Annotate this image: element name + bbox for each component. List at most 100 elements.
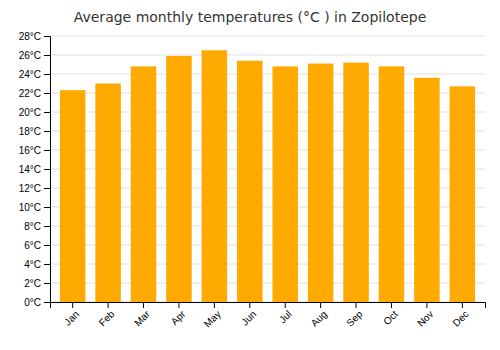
tick-mark	[44, 226, 50, 227]
grid-line	[50, 36, 485, 37]
tick-label: 2°C	[24, 278, 41, 289]
tick: 12°C	[19, 183, 50, 194]
tick: Jan	[62, 302, 81, 328]
tick-label: 12°C	[19, 183, 41, 194]
tick-mark	[426, 302, 427, 308]
tick-label: Jul	[277, 308, 294, 325]
bar	[131, 66, 157, 302]
tick-label: 8°C	[24, 221, 41, 232]
tick-label: Sep	[344, 308, 365, 329]
x-axis: Jan Feb Mar Apr May Jun Jul Aug Sep Oct Nov Dec	[51, 302, 486, 330]
tick-mark	[214, 302, 215, 308]
tick-mark	[285, 302, 286, 308]
tick-mark	[44, 150, 50, 151]
tick-mark	[44, 112, 50, 113]
tick: 4°C	[24, 259, 50, 270]
bar	[414, 78, 440, 302]
grid	[50, 36, 485, 302]
tick-label: 26°C	[19, 50, 41, 61]
tick-mark	[44, 302, 50, 303]
tick-mark	[249, 302, 250, 308]
tick-mark	[391, 302, 392, 308]
tick-label: 0°C	[24, 297, 41, 308]
tick-label: Jun	[239, 308, 258, 327]
tick: 14°C	[19, 164, 50, 175]
axis-line	[44, 37, 51, 303]
tick: Feb	[97, 302, 117, 328]
bar	[308, 64, 334, 302]
tick: 26°C	[19, 50, 50, 61]
chart: Average monthly temperatures (°C ) in Zo…	[0, 0, 500, 350]
tick-mark	[108, 302, 109, 308]
bar	[343, 63, 369, 302]
tick: 24°C	[19, 69, 50, 80]
tick-label: Oct	[381, 308, 400, 327]
tick-label: 4°C	[24, 259, 41, 270]
tick-mark	[44, 207, 50, 208]
tick-mark	[44, 55, 50, 56]
bar	[272, 66, 298, 302]
bar	[450, 86, 476, 302]
tick-mark	[44, 93, 50, 94]
tick-mark	[44, 283, 50, 284]
tick-label: May	[202, 308, 223, 329]
tick: 20°C	[19, 107, 50, 118]
tick: 18°C	[19, 126, 50, 137]
tick-label: 18°C	[19, 126, 41, 137]
axis-line	[51, 303, 486, 309]
tick-label: 22°C	[19, 88, 41, 99]
y-axis: 0°C 2°C 4°C 6°C 8°C 10°C 12°C 14°C 16°C 18°C 20°C 2…	[19, 31, 51, 308]
tick-mark	[178, 302, 179, 308]
bar	[95, 84, 121, 303]
tick-label: 28°C	[19, 31, 41, 42]
tick: Jul	[277, 302, 294, 325]
tick: Jun	[239, 302, 258, 328]
tick: Apr	[169, 302, 188, 327]
tick-mark	[44, 245, 50, 246]
tick: Dec	[450, 302, 470, 329]
tick-label: Jan	[62, 308, 81, 327]
tick-label: 24°C	[19, 69, 41, 80]
tick: Oct	[381, 302, 400, 327]
tick-label: 16°C	[19, 145, 41, 156]
tick-mark	[356, 302, 357, 308]
tick-mark	[320, 302, 321, 308]
tick: 22°C	[19, 88, 50, 99]
tick-label: 20°C	[19, 107, 41, 118]
tick-label: Nov	[415, 308, 435, 328]
tick-mark	[44, 131, 50, 132]
tick-mark	[44, 188, 50, 189]
tick: 10°C	[19, 202, 50, 213]
tick: 16°C	[19, 145, 50, 156]
tick-label: Dec	[450, 308, 470, 328]
tick: 6°C	[24, 240, 50, 251]
tick: Nov	[415, 302, 435, 329]
bars	[60, 50, 475, 302]
tick: 8°C	[24, 221, 50, 232]
tick: 28°C	[19, 31, 50, 42]
tick-mark	[44, 36, 50, 37]
grid-line	[50, 55, 485, 56]
tick-mark	[462, 302, 463, 308]
title: Average monthly temperatures (°C ) in Zo…	[74, 9, 427, 25]
tick-label: Feb	[97, 308, 117, 328]
tick: Sep	[344, 302, 365, 329]
tick: Mar	[132, 302, 152, 328]
tick-label: 14°C	[19, 164, 41, 175]
grid-line	[50, 74, 485, 75]
tick-mark	[143, 302, 144, 308]
tick-mark	[72, 302, 73, 308]
tick: 2°C	[24, 278, 50, 289]
tick: May	[202, 302, 223, 330]
bar	[166, 56, 192, 302]
tick: 0°C	[24, 297, 50, 308]
bar	[202, 50, 228, 302]
tick-label: Aug	[309, 308, 329, 328]
tick-mark	[44, 264, 50, 265]
tick-mark	[44, 169, 50, 170]
tick-label: Apr	[169, 308, 188, 327]
plot: 0°C 2°C 4°C 6°C 8°C 10°C 12°C 14°C 16°C 18°C 20°C 2…	[19, 31, 486, 330]
tick-mark	[44, 74, 50, 75]
tick-label: Mar	[132, 308, 152, 328]
bar	[60, 90, 86, 302]
